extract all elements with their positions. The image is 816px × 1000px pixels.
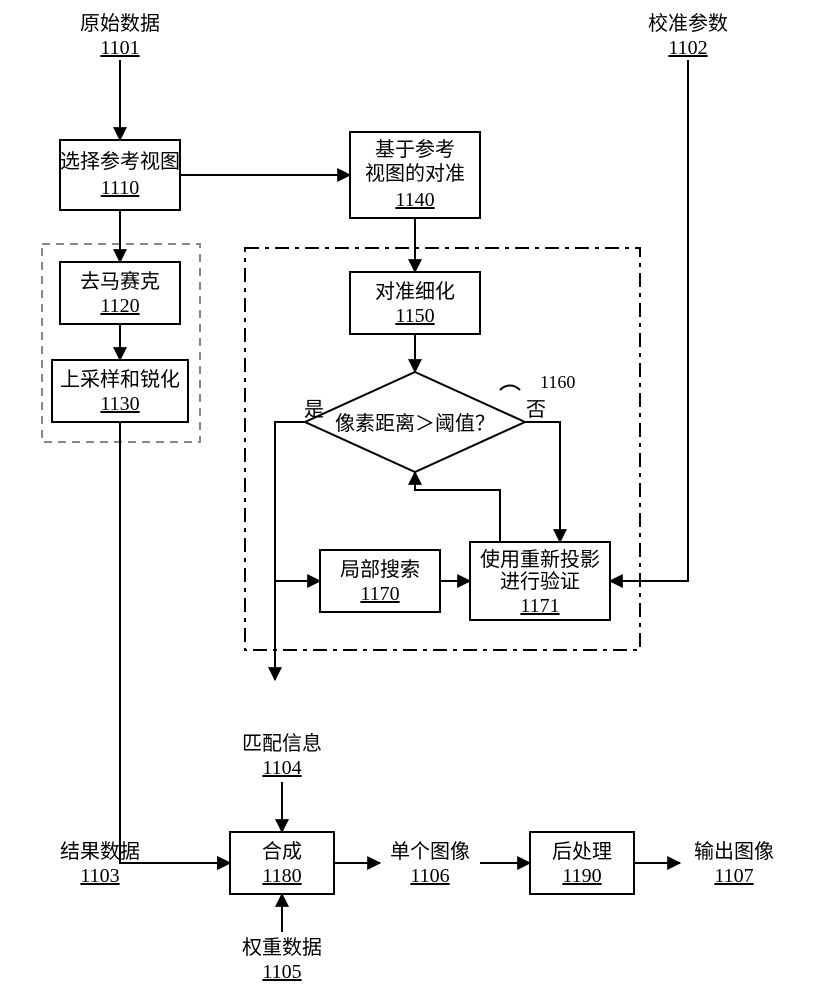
node-1160-id: 1160 [540, 372, 575, 392]
node-1170-id: 1170 [360, 583, 399, 605]
node-1171-id: 1171 [520, 595, 559, 617]
node-1104-label: 匹配信息 [242, 732, 322, 755]
node-1103-label: 结果数据 [60, 840, 140, 863]
node-1102-id: 1102 [668, 37, 707, 59]
node-1107-label: 输出图像 [694, 840, 774, 863]
edge-1130-1180 [120, 422, 230, 863]
node-1101-label: 原始数据 [80, 12, 160, 35]
node-1150-label: 对准细化 [375, 280, 455, 303]
node-1105-id: 1105 [262, 961, 301, 983]
node-1171-label2: 进行验证 [500, 570, 580, 593]
node-1103-id: 1103 [80, 865, 119, 887]
node-1140: 基于参考 视图的对准 1140 [350, 132, 480, 218]
node-1130-id: 1130 [100, 393, 139, 415]
node-1102: 校准参数 1102 [648, 12, 728, 59]
node-1190-id: 1190 [562, 865, 601, 887]
node-1171-label1: 使用重新投影 [480, 548, 600, 571]
node-1120: 去马赛克 1120 [60, 262, 180, 324]
edge-1171-1160 [415, 472, 500, 542]
edge-1102-1171 [610, 60, 688, 581]
node-1107: 输出图像 1107 [694, 840, 774, 887]
node-1180-id: 1180 [262, 865, 301, 887]
node-1171: 使用重新投影 进行验证 1171 [470, 542, 610, 620]
edge-1160-1170-yes [275, 422, 320, 581]
node-1106: 单个图像 1106 [390, 840, 470, 887]
node-1140-id: 1140 [395, 189, 434, 211]
node-1130: 上采样和锐化 1130 [52, 360, 188, 422]
node-1140-label2: 视图的对准 [365, 162, 465, 185]
node-1180-label: 合成 [262, 840, 302, 863]
edge-1160-1171-no [525, 422, 560, 542]
node-1150: 对准细化 1150 [350, 272, 480, 334]
node-1140-label1: 基于参考 [375, 138, 455, 161]
node-1160-no: 否 [526, 399, 546, 421]
node-1105-label: 权重数据 [242, 936, 322, 959]
node-1110: 选择参考视图 1110 [60, 140, 180, 210]
node-1130-label: 上采样和锐化 [60, 368, 180, 391]
node-1107-id: 1107 [714, 865, 753, 887]
node-1106-label: 单个图像 [390, 840, 470, 863]
node-1120-label: 去马赛克 [80, 270, 160, 293]
node-1120-id: 1120 [100, 295, 139, 317]
node-1170-label: 局部搜索 [340, 558, 420, 581]
node-1180: 合成 1180 [230, 832, 334, 894]
node-1101: 原始数据 1101 [80, 12, 160, 59]
node-1106-id: 1106 [410, 865, 449, 887]
node-1150-id: 1150 [395, 305, 434, 327]
node-1160-label: 像素距离＞阈值？ [335, 412, 495, 435]
node-1104: 匹配信息 1104 [242, 732, 322, 779]
node-1190: 后处理 1190 [530, 832, 634, 894]
node-1160-yes: 是 [304, 399, 324, 421]
node-1104-id: 1104 [262, 757, 301, 779]
node-1110-id: 1110 [101, 177, 140, 199]
node-1110-label: 选择参考视图 [60, 150, 180, 173]
node-1170: 局部搜索 1170 [320, 550, 440, 612]
node-1101-id: 1101 [100, 37, 139, 59]
node-1105: 权重数据 1105 [242, 936, 322, 983]
node-1102-label: 校准参数 [648, 12, 728, 35]
node-1190-label: 后处理 [552, 840, 612, 863]
